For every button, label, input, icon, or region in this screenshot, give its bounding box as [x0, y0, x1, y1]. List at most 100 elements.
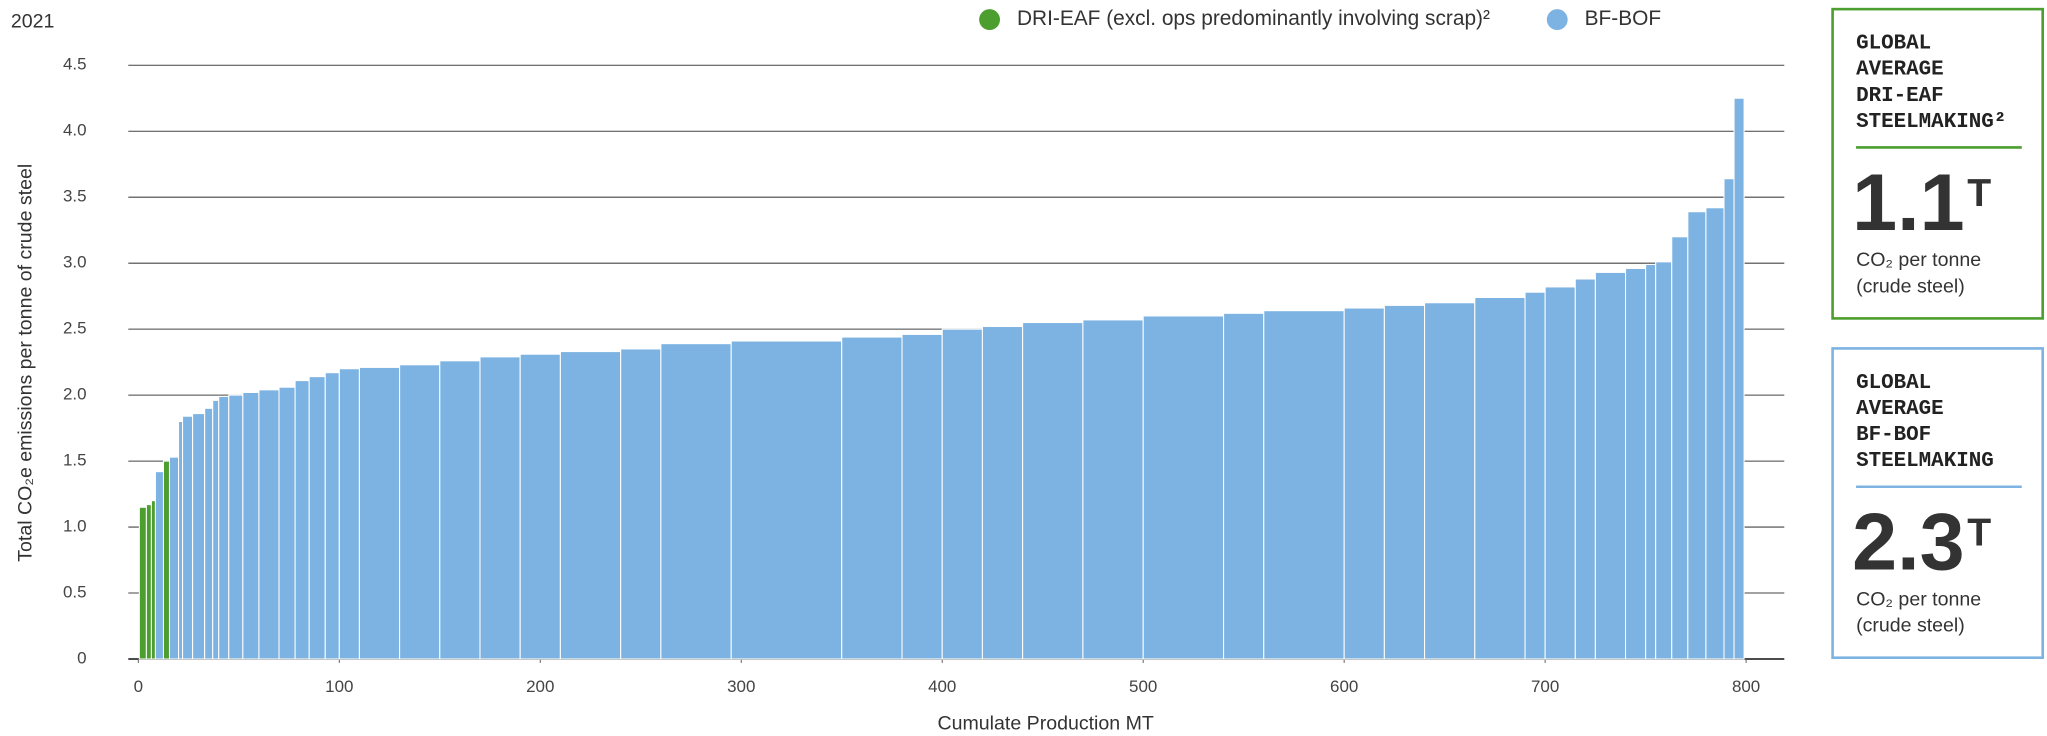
x-tick-label: 700	[1531, 677, 1559, 696]
bar	[204, 407, 214, 660]
bar	[1383, 304, 1426, 660]
panel-title: GLOBAL	[1856, 372, 1931, 395]
bar	[192, 413, 206, 660]
panel-box	[1831, 347, 2044, 660]
bar	[178, 420, 184, 660]
panel-value-unit: T	[1967, 511, 1991, 554]
bar	[399, 364, 441, 660]
bar	[660, 343, 732, 660]
y-tick-label: 1.5	[63, 451, 87, 470]
bar	[1645, 263, 1657, 660]
bar	[168, 456, 180, 660]
bar	[294, 380, 310, 660]
bar	[1655, 261, 1673, 660]
bar	[1705, 207, 1725, 660]
bar	[138, 506, 147, 660]
bar	[439, 360, 481, 660]
bar	[1524, 291, 1546, 660]
bar	[841, 336, 903, 660]
bar	[519, 353, 561, 660]
panel-value: 1.1	[1852, 158, 1964, 248]
legend-label: BF-BOF	[1585, 7, 1661, 30]
bar	[1723, 178, 1735, 660]
panel-unit: CO₂ per tonne	[1856, 588, 1981, 610]
y-tick-label: 4.0	[63, 121, 87, 140]
panel-title: STEELMAKING²	[1856, 111, 2006, 134]
bar	[479, 356, 521, 660]
y-tick-label: 2.5	[63, 319, 87, 338]
x-tick-label: 200	[526, 677, 554, 696]
legend-swatch	[1546, 9, 1568, 31]
panel-title: BF-BOF	[1856, 424, 1931, 447]
bar	[228, 394, 244, 660]
panel-value: 2.3	[1852, 497, 1964, 587]
bar	[212, 399, 220, 660]
bar	[1142, 315, 1225, 660]
bar	[324, 372, 340, 660]
x-tick-label: 100	[325, 677, 353, 696]
bar	[145, 504, 152, 660]
bar	[620, 348, 662, 660]
panel-value-unit: T	[1967, 172, 1991, 215]
x-tick-label: 800	[1732, 677, 1760, 696]
panel-title: AVERAGE	[1856, 398, 1944, 421]
y-tick-label: 0.5	[63, 583, 87, 602]
bar	[358, 366, 401, 660]
bar	[1082, 319, 1144, 660]
x-tick-label: 500	[1129, 677, 1157, 696]
bar	[1544, 286, 1576, 660]
bar	[154, 471, 164, 660]
y-tick-label: 3.0	[63, 253, 87, 272]
y-tick-label: 4.5	[63, 55, 87, 74]
panel-title: GLOBAL	[1856, 33, 1931, 56]
bar	[941, 328, 983, 660]
bar	[218, 395, 230, 660]
bar	[1263, 310, 1345, 660]
y-tick-label: 3.5	[63, 187, 87, 206]
panel-unit: CO₂ per tonne	[1856, 249, 1981, 271]
y-tick-label: 1.0	[63, 517, 87, 536]
bar	[242, 391, 260, 660]
bar	[901, 333, 943, 660]
y-axis-title: Total CO₂e emissions per tonne of crude …	[15, 164, 37, 562]
legend-label: DRI-EAF (excl. ops predominantly involvi…	[1017, 7, 1490, 30]
y-tick-label: 2.0	[63, 385, 87, 404]
legend-swatch	[979, 9, 1001, 31]
panel-box	[1831, 7, 2044, 320]
bar	[1625, 267, 1647, 660]
x-tick-label: 300	[727, 677, 755, 696]
bar	[1223, 312, 1265, 660]
bar	[1424, 302, 1476, 660]
bar	[278, 386, 296, 660]
bar	[1671, 236, 1689, 660]
bar	[162, 460, 171, 660]
bar	[258, 389, 280, 660]
bar	[182, 415, 194, 660]
x-axis-title: Cumulate Production MT	[937, 712, 1153, 734]
bar	[1733, 97, 1745, 660]
bar	[1022, 322, 1084, 660]
bar	[1474, 296, 1526, 660]
panel-unit: (crude steel)	[1856, 275, 1965, 297]
panel-title: DRI-EAF	[1856, 85, 1944, 108]
bar	[1574, 278, 1596, 660]
bar	[338, 368, 360, 660]
panel-title: AVERAGE	[1856, 59, 1944, 82]
bar	[308, 376, 326, 660]
panel-title: STEELMAKING	[1856, 450, 1994, 473]
y-tick-label: 0	[77, 648, 86, 667]
bar	[150, 500, 156, 660]
bar	[559, 351, 622, 660]
bar	[981, 325, 1024, 660]
bar	[1594, 271, 1627, 660]
bar	[1343, 307, 1385, 660]
panel-unit: (crude steel)	[1856, 615, 1965, 637]
x-tick-label: 0	[134, 677, 143, 696]
bar	[1687, 211, 1707, 660]
x-tick-label: 400	[928, 677, 956, 696]
year-label: 2021	[11, 10, 55, 32]
bar	[730, 340, 843, 660]
x-tick-label: 600	[1330, 677, 1358, 696]
